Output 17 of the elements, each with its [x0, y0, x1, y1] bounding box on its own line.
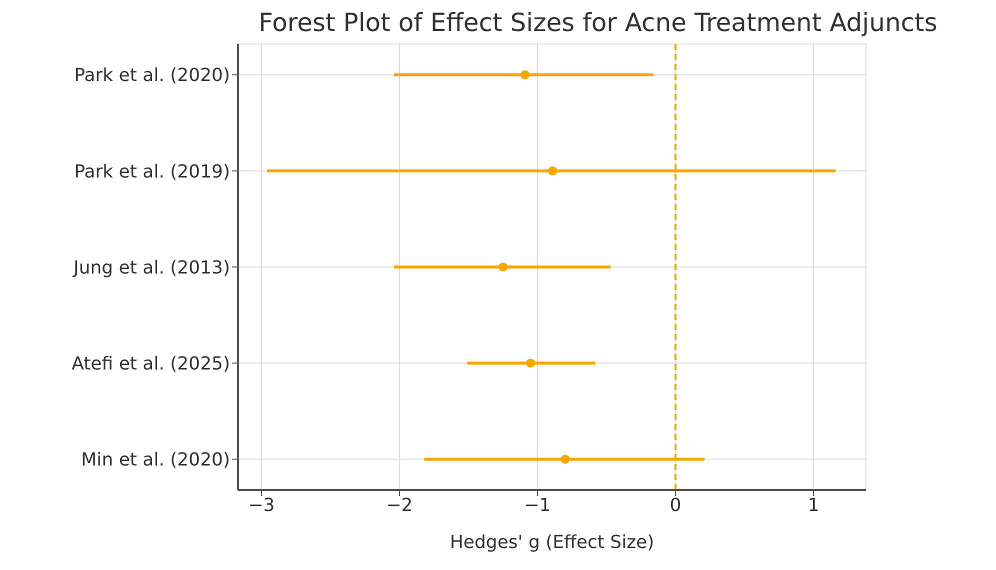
y-tick-label: Min et al. (2020) [81, 450, 230, 471]
y-tick-label: Atefi et al. (2025) [72, 354, 230, 375]
y-tick-label: Park et al. (2019) [74, 161, 230, 182]
x-tick-label: −1 [524, 494, 551, 516]
point [526, 358, 536, 368]
x-tick-label: −3 [248, 494, 275, 516]
chart-title: Forest Plot of Effect Sizes for Acne Treatment Adjuncts [258, 8, 938, 38]
x-tick-label: 1 [808, 494, 820, 516]
x-axis-title: Hedges' g (Effect Size) [450, 532, 654, 553]
point [520, 70, 530, 80]
y-tick-label: Park et al. (2020) [74, 65, 230, 86]
x-tick-label: −2 [386, 494, 413, 516]
x-tick-label: 0 [670, 494, 682, 516]
point [498, 262, 508, 272]
point [560, 454, 570, 464]
point [548, 166, 558, 176]
y-tick-label: Jung et al. (2013) [72, 257, 230, 278]
